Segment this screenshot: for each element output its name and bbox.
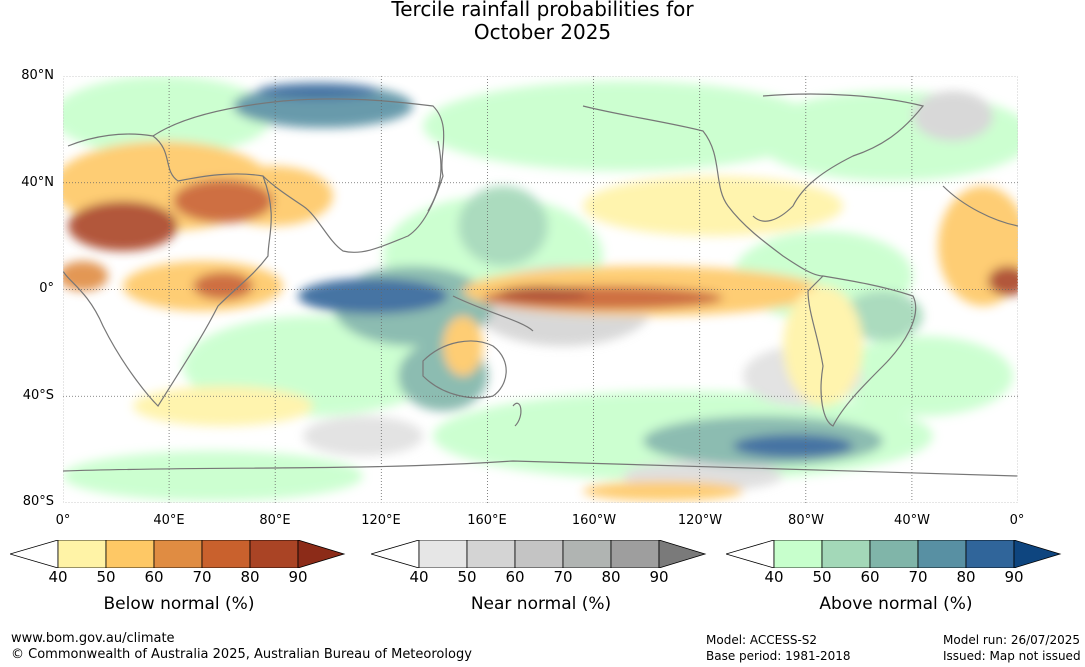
colorbar-above-swatch [917,540,967,568]
lon-label-120e: 120°E [361,513,401,528]
lon-label-40w: 40°W [894,513,930,528]
colorbar-above-normal-label: Above normal (%) [819,594,973,614]
lon-label-160w: 160°W [571,513,617,528]
colorbar-below-tick: 70 [192,568,212,586]
colorbar-below-tick: 40 [48,568,68,586]
colorbar-near-swatch [418,540,468,568]
colorbar-near-tick: 50 [457,568,477,586]
colorbar-above-tick: 90 [1004,568,1024,586]
colorbar-near-tick: 70 [553,568,573,586]
colorbar-below-low-arrow [10,540,59,568]
colorbar-near-tick: 80 [601,568,621,586]
lat-label-40s: 40°S [22,388,54,403]
footer-url: www.bom.gov.au/climate [11,631,175,646]
colorbar-above-swatch [821,540,871,568]
footer-model-run: Model run: 26/07/2025 [943,633,1081,647]
colorbar-near-normal-label: Near normal (%) [470,594,612,614]
colorbar-below-tick: 90 [288,568,308,586]
colorbar-below-tick: 80 [240,568,260,586]
colorbar-near-swatch [466,540,516,568]
colorbar-near-swatch [610,540,660,568]
lon-label-120w: 120°W [677,513,723,528]
map-title-line2: October 2025 [473,20,612,44]
colorbar-near-tick: 60 [505,568,525,586]
colorbar-below-normal [10,540,346,568]
lon-label-80w: 80°W [788,513,824,528]
lat-label-80s: 80°S [22,494,54,509]
colorbar-near-swatch [514,540,564,568]
colorbar-below-swatch [249,540,299,568]
probability-field [63,76,1018,501]
colorbar-near-high-arrow [658,540,707,568]
lon-label-40e: 40°E [153,513,185,528]
colorbar-near-tick: 40 [409,568,429,586]
colorbar-above-tick: 50 [812,568,832,586]
lat-label-40n: 40°N [21,175,54,190]
lon-label-80e: 80°E [259,513,291,528]
lat-label-equator: 0° [39,281,54,296]
lon-label-160e: 160°E [467,513,507,528]
colorbar-below-high-arrow [297,540,346,568]
rainfall-probability-map [63,76,1018,503]
colorbar-near-low-arrow [371,540,420,568]
colorbar-above-tick: 40 [764,568,784,586]
colorbar-near-normal [371,540,707,568]
footer-model: Model: ACCESS-S2 [706,633,818,647]
lat-label-80n: 80°N [21,68,54,83]
colorbar-below-swatch [201,540,251,568]
lon-label-0-right: 0° [1009,513,1025,528]
colorbar-above-tick: 70 [908,568,928,586]
graticule [63,76,1018,503]
colorbar-above-swatch [773,540,823,568]
footer-copyright: © Commonwealth of Australia 2025, Austra… [11,647,472,662]
lon-label-0: 0° [55,513,71,528]
colorbar-above-swatch [965,540,1015,568]
colorbar-below-tick: 50 [96,568,116,586]
footer-base-period: Base period: 1981-2018 [706,649,851,663]
colorbar-below-swatch [105,540,155,568]
colorbar-above-swatch [869,540,919,568]
colorbar-near-swatch [562,540,612,568]
colorbar-above-low-arrow [726,540,775,568]
colorbar-below-tick: 60 [144,568,164,586]
colorbar-above-high-arrow [1013,540,1062,568]
colorbar-below-swatch [153,540,203,568]
colorbar-above-tick: 80 [956,568,976,586]
colorbar-above-tick: 60 [860,568,880,586]
colorbar-below-swatch [57,540,107,568]
colorbar-below-normal-label: Below normal (%) [103,594,255,614]
map-title-line1: Tercile rainfall probabilities for [391,0,694,21]
footer-issued: Issued: Map not issued [943,649,1081,663]
colorbar-above-normal [726,540,1062,568]
coastlines [63,93,1018,477]
colorbar-near-tick: 90 [649,568,669,586]
